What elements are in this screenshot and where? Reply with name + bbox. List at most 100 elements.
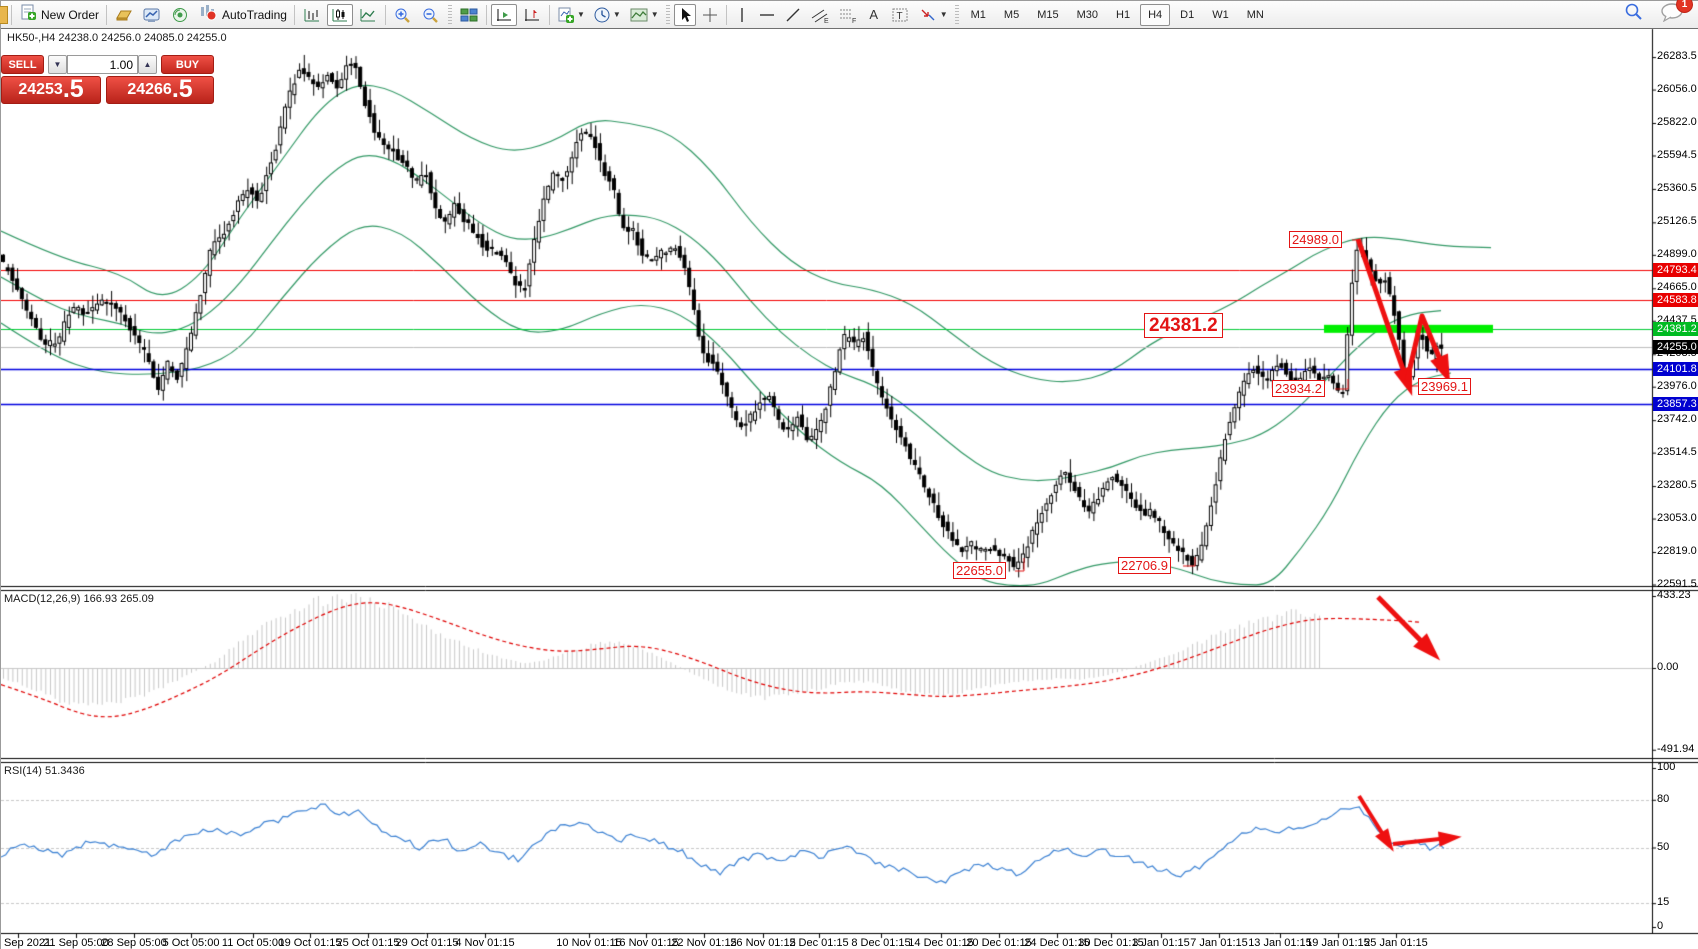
zoom-in-button[interactable] [390, 4, 416, 26]
date-label: 14 Dec 01:15 [908, 937, 974, 949]
price-callout[interactable]: 22655.0 [953, 562, 1006, 579]
sell-button[interactable]: SELL [1, 55, 44, 74]
toolbar-grip[interactable] [447, 4, 452, 25]
buy-button[interactable]: BUY [161, 55, 214, 74]
price-tag: 24255.0 [1653, 339, 1698, 354]
date-label: 30 Dec 01:15 [1078, 937, 1144, 949]
horizontal-line-button[interactable] [755, 4, 779, 26]
auto-scroll-button[interactable] [490, 3, 517, 26]
separator [485, 4, 487, 25]
date-label: 22 Nov 01:15 [671, 937, 737, 949]
fibonacci-button[interactable]: F [835, 4, 861, 26]
price-callout[interactable]: 23969.1 [1418, 378, 1471, 395]
arrows-tool-icon [921, 9, 935, 20]
broadcast-icon-button[interactable] [167, 4, 193, 26]
volume-input[interactable] [67, 55, 138, 74]
bar-chart-icon [304, 8, 319, 21]
bar-chart-button[interactable] [299, 4, 325, 26]
autotrading-button[interactable]: AutoTrading [195, 4, 290, 26]
date-label: 24 Dec 01:15 [1024, 937, 1090, 949]
toolbar: New Order AutoTrading ▼ ▼ ▼ E F [0, 0, 1698, 29]
notification-badge: 1 [1676, 0, 1693, 13]
svg-text:T: T [896, 11, 902, 22]
date-label: 13 Jan 01:15 [1248, 937, 1312, 949]
buy-price[interactable]: 24266.5 [106, 76, 214, 104]
sell-price[interactable]: 24253.5 [1, 76, 101, 104]
search-icon[interactable] [1623, 2, 1645, 27]
date-label: 20 Dec 01:15 [966, 937, 1032, 949]
new-order-button[interactable]: New Order [16, 4, 102, 26]
arrows-tool-button[interactable]: ▼ [915, 4, 951, 26]
rsi-tick: 0 [1657, 920, 1664, 932]
ingot-icon-button[interactable] [111, 4, 137, 26]
text-a-icon: A [869, 7, 879, 22]
fibonacci-icon: F [839, 9, 856, 24]
date-label: 29 Oct 01:15 [395, 937, 459, 949]
trendline-button[interactable] [781, 4, 805, 26]
date-label: 10 Nov 01:15 [556, 937, 622, 949]
macd-label: MACD(12,26,9) 166.93 265.09 [4, 593, 154, 605]
clock-icon [594, 7, 610, 22]
price-tick: 26283.5 [1657, 50, 1697, 63]
new-order-label: New Order [41, 7, 100, 22]
macd-values: 166.93 265.09 [83, 593, 154, 605]
tile-windows-button[interactable] [456, 4, 482, 26]
date-label: 3 Jan 01:15 [1132, 937, 1190, 949]
zoom-out-button[interactable] [418, 4, 444, 26]
buy-price-int: 24266 [127, 81, 172, 98]
notifications-bubble[interactable]: 1 [1659, 0, 1693, 27]
macd-name: MACD(12,26,9) [4, 593, 81, 605]
price-callout[interactable]: 23934.2 [1272, 380, 1325, 397]
timeframe-m15[interactable]: M15 [1037, 8, 1059, 21]
templates-button[interactable]: ▼ [626, 4, 662, 26]
text-button[interactable]: A [863, 4, 885, 26]
chart-shift-button[interactable] [519, 4, 545, 26]
price-axis[interactable]: 26283.5 26056.0 25822.0 25594.5 25360.5 25126… [1653, 29, 1698, 933]
sell-price-dec: .5 [62, 75, 84, 103]
candlestick-chart-button[interactable] [326, 3, 353, 26]
price-callout[interactable]: 24989.0 [1289, 231, 1342, 248]
text-label-icon: T [892, 8, 908, 22]
toolbar-grip[interactable] [665, 4, 670, 25]
cursor-button[interactable] [673, 3, 696, 26]
timeframe-m30[interactable]: M30 [1076, 8, 1099, 21]
timeframe-d1[interactable]: D1 [1180, 8, 1195, 21]
timeframe-mn[interactable]: MN [1246, 8, 1264, 21]
price-tick: 24665.0 [1657, 281, 1697, 294]
date-label: 7 Jan 01:15 [1190, 937, 1248, 949]
crosshair-button[interactable] [698, 4, 722, 26]
chart-window-icon-button[interactable] [139, 4, 165, 26]
crosshair-icon [702, 7, 717, 22]
date-label: 11 Oct 05:00 [221, 937, 285, 949]
broadcast-icon [173, 7, 188, 22]
rsi-label: RSI(14) 51.3436 [4, 765, 85, 777]
indicators-icon [558, 7, 574, 23]
volume-down-button[interactable]: ▼ [48, 55, 67, 74]
equidistant-channel-button[interactable]: E [807, 4, 833, 26]
timeframe-h4[interactable]: H4 [1140, 3, 1171, 26]
price-callout[interactable]: 24381.2 [1144, 313, 1223, 338]
text-label-button[interactable]: T [887, 4, 913, 26]
indicators-button[interactable]: ▼ [554, 4, 588, 26]
timeframe-w1[interactable]: W1 [1212, 8, 1229, 21]
volume-up-button[interactable]: ▲ [138, 55, 157, 74]
periods-button[interactable]: ▼ [590, 4, 624, 26]
vertical-line-button[interactable] [731, 4, 753, 26]
new-order-icon [19, 3, 37, 26]
auto-scroll-icon [496, 8, 511, 21]
line-chart-button[interactable] [355, 4, 381, 26]
timeframe-h1[interactable]: H1 [1116, 8, 1131, 21]
toolbar-grip[interactable] [954, 4, 959, 25]
autotrading-label: AutoTrading [222, 7, 287, 22]
tile-windows-icon [460, 8, 478, 21]
equidistant-channel-icon: E [811, 9, 829, 24]
date-label: 19 Jan 01:15 [1306, 937, 1370, 949]
timeframe-m5[interactable]: M5 [1003, 8, 1020, 21]
date-label: 19 Oct 01:15 [278, 937, 342, 949]
candlestick-chart-icon [332, 8, 347, 21]
date-axis[interactable]: Sep 2021 21 Sep 05:00 28 Sep 05:00 5 Oct 05… [1, 937, 1698, 949]
price-callout[interactable]: 22706.9 [1118, 557, 1171, 574]
timeframe-m1[interactable]: M1 [970, 8, 986, 21]
